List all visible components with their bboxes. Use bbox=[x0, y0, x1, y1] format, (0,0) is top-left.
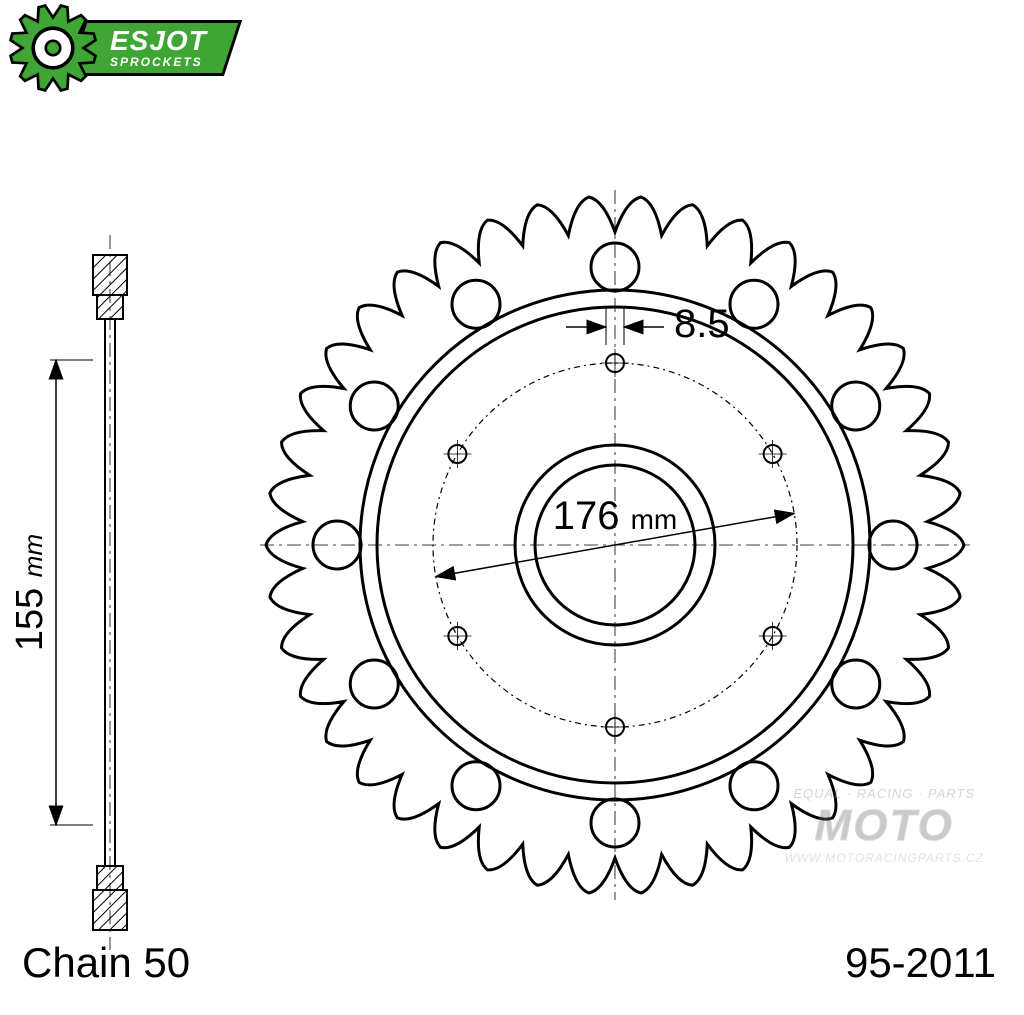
side-profile bbox=[50, 235, 127, 950]
logo-gear-icon bbox=[8, 3, 98, 93]
brand-name: ESJOT bbox=[110, 27, 207, 55]
logo-banner: ESJOT SPROCKETS bbox=[76, 20, 233, 76]
svg-text:8.5: 8.5 bbox=[674, 302, 730, 346]
dimension-bolt-circle: 176 mm bbox=[436, 494, 794, 577]
chain-label: Chain 50 bbox=[22, 939, 190, 987]
svg-text:155 mm: 155 mm bbox=[9, 534, 51, 651]
dimension-inner-diameter: 155 mm bbox=[9, 360, 56, 825]
brand-logo: ESJOT SPROCKETS bbox=[8, 8, 233, 88]
brand-subtitle: SPROCKETS bbox=[110, 55, 207, 69]
svg-text:176 mm: 176 mm bbox=[553, 494, 678, 538]
sprocket-diagram: 176 mm 8.5 155 mm bbox=[0, 100, 1024, 970]
part-number: 95-2011 bbox=[845, 939, 996, 987]
